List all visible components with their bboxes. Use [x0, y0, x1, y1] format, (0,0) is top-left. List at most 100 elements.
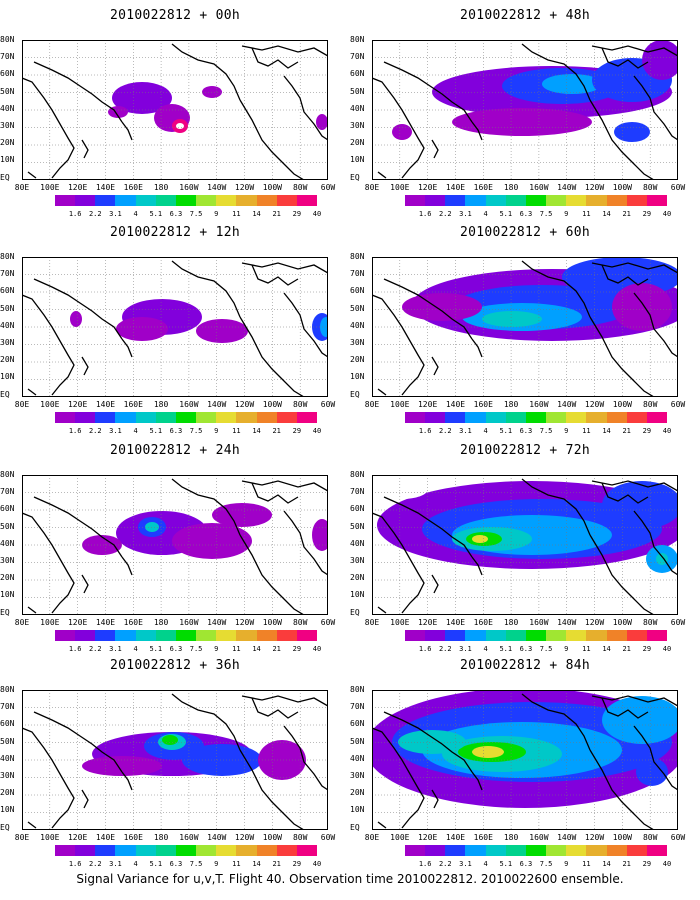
latitude-label: 70N	[0, 269, 15, 279]
colorbar-swatch	[276, 195, 297, 206]
variance-map	[372, 40, 678, 180]
colorbar-swatch	[155, 195, 176, 206]
latitude-label: 20N	[0, 355, 15, 365]
colorbar-label: 11	[232, 645, 241, 653]
longitude-label: 60W	[320, 400, 336, 409]
variance-map	[372, 475, 678, 615]
longitude-label: 100E	[390, 833, 410, 842]
variance-blob	[172, 523, 252, 559]
colorbar-swatch	[586, 412, 607, 423]
variance-blob	[392, 124, 412, 140]
latitude-label: 80N	[0, 685, 15, 694]
longitude-label: 160W	[529, 183, 549, 192]
colorbar-label: 2.2	[88, 860, 102, 868]
coastline	[81, 574, 89, 594]
colorbar-swatch	[256, 845, 277, 856]
coastline	[239, 316, 305, 397]
panel-title: 2010022812 + 60h	[459, 225, 591, 240]
latitude-label: 40N	[0, 103, 15, 113]
coastline	[239, 99, 305, 180]
latitude-label: EQ	[350, 607, 360, 617]
coastline	[33, 61, 123, 123]
colorbar-label: 7.5	[189, 645, 203, 653]
colorbar-label: 40	[312, 427, 322, 435]
variance-map	[372, 257, 678, 397]
coastline	[22, 512, 75, 614]
colorbar-swatch	[525, 412, 547, 423]
coastline	[633, 725, 678, 791]
colorbar-label: 40	[312, 645, 322, 653]
colorbar-swatch	[95, 630, 116, 641]
colorbar-swatch	[546, 412, 567, 423]
longitude-label: 120E	[67, 618, 88, 627]
colorbar-swatch	[485, 195, 506, 206]
map-frame	[22, 475, 328, 615]
longitude-label: 160E	[123, 618, 143, 627]
colorbar-swatch	[135, 845, 156, 856]
longitude-label: 120W	[234, 618, 255, 627]
colorbar-swatch	[95, 195, 116, 206]
longitude-label: 160W	[179, 618, 199, 627]
longitude-label: 100E	[390, 183, 410, 192]
latitude-label: 40N	[0, 538, 15, 548]
longitude-label: 180	[503, 833, 519, 842]
longitude-label: 140E	[95, 400, 116, 409]
longitude-label: 140W	[207, 618, 227, 627]
variance-blob	[320, 317, 328, 337]
coastline	[471, 338, 483, 358]
colorbar-swatch	[405, 845, 426, 856]
colorbar-label: 7.5	[539, 210, 553, 218]
colorbar-label: 1.6	[68, 210, 82, 218]
coastline	[601, 47, 649, 69]
colorbar-swatch	[216, 845, 237, 856]
colorbar-swatch	[216, 630, 237, 641]
coastline	[81, 789, 89, 809]
longitude-label: 120W	[234, 400, 255, 409]
colorbar-swatch	[485, 412, 506, 423]
longitude-label: 100E	[40, 833, 60, 842]
figure-caption: Signal Variance for u,v,T. Flight 40. Ob…	[76, 872, 624, 886]
coastline	[591, 45, 678, 57]
coastline	[589, 99, 655, 180]
latitude-label: 20N	[0, 573, 15, 583]
longitude-label: 160E	[123, 400, 143, 409]
longitude-label: 80E	[364, 183, 380, 192]
longitude-label: 100E	[390, 400, 410, 409]
colorbar-label: 5.1	[149, 860, 163, 868]
longitude-label: 160W	[179, 833, 199, 842]
colorbar-swatch	[175, 630, 197, 641]
colorbar-swatch	[606, 845, 627, 856]
colorbar-label: 2.2	[438, 210, 452, 218]
longitude-label: 100E	[40, 400, 60, 409]
colorbar-swatch	[296, 195, 318, 206]
colorbar	[405, 845, 668, 856]
colorbar-label: 3.1	[459, 210, 472, 218]
colorbar-swatch	[256, 630, 277, 641]
colorbar-label: 6.3	[169, 427, 183, 435]
longitude-label: 160W	[529, 618, 549, 627]
latitude-label: 10N	[0, 372, 15, 382]
colorbar-label: 5.1	[499, 210, 513, 218]
colorbar-swatch	[55, 195, 76, 206]
coastline	[33, 278, 123, 340]
coastline	[241, 262, 328, 274]
colorbar-label: 11	[232, 860, 241, 868]
forecast-panel: 2010022812 + 00h 80N 70N 60N 50N 40N 30N 20N 10N…	[0, 0, 350, 220]
colorbar-swatch	[155, 412, 176, 423]
colorbar-swatch	[646, 630, 668, 641]
coastline	[591, 480, 678, 492]
longitude-label: 180	[153, 618, 169, 627]
coastline	[431, 574, 439, 594]
longitude-label: 140W	[207, 400, 227, 409]
coastline	[383, 278, 473, 340]
colorbar-swatch	[525, 195, 547, 206]
colorbar-label: 3.1	[459, 427, 472, 435]
longitude-label: 180	[153, 183, 169, 192]
variance-blob	[70, 311, 82, 327]
longitude-label: 120W	[234, 833, 255, 842]
latitude-label: EQ	[0, 389, 10, 399]
latitude-label: 40N	[350, 538, 365, 548]
longitude-label: 100W	[612, 183, 632, 192]
longitude-label: 100W	[612, 618, 632, 627]
latitude-label: EQ	[0, 172, 10, 182]
